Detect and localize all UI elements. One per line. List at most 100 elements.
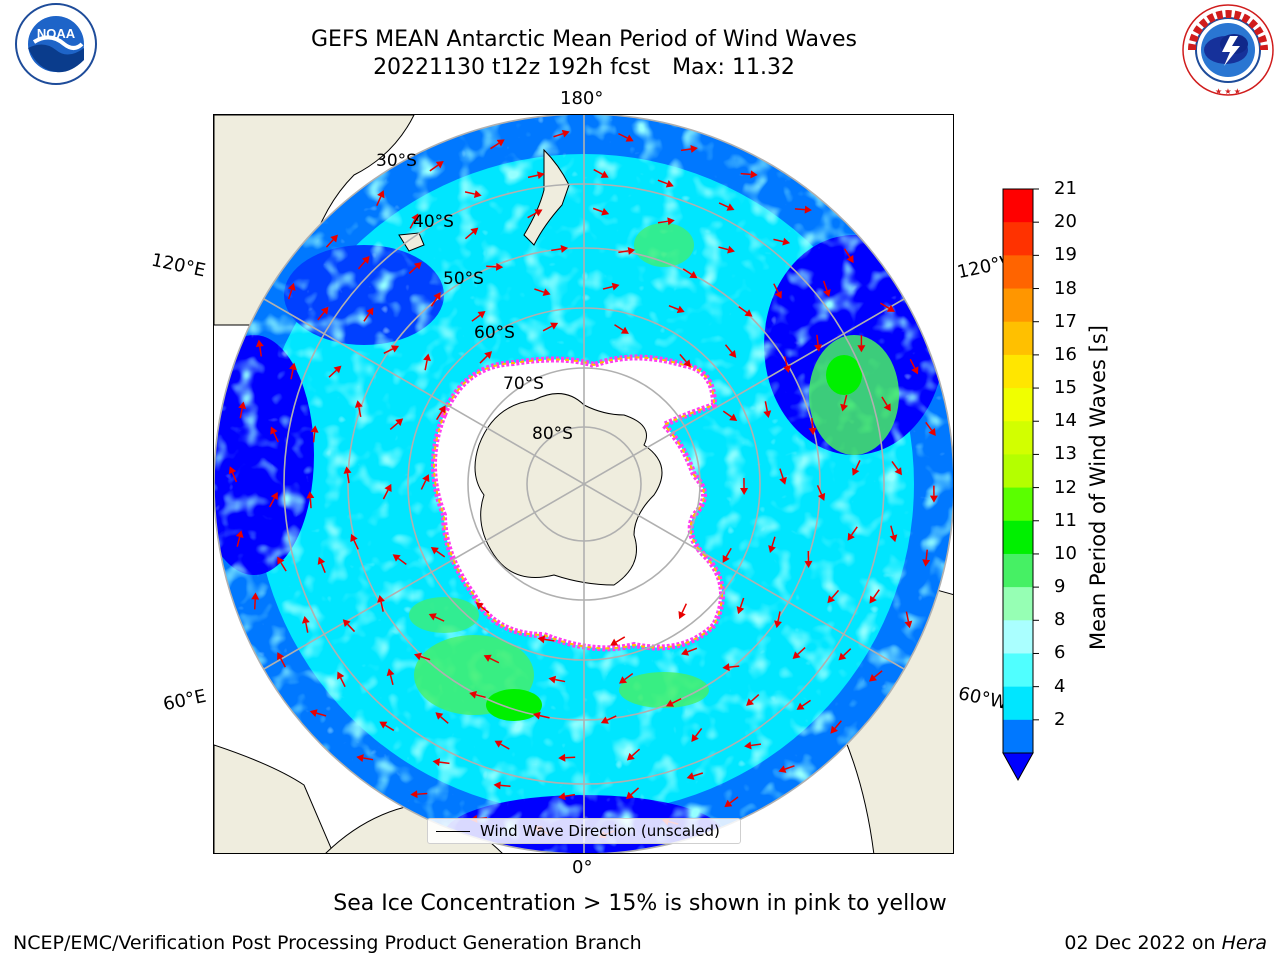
wave-direction-arrow (783, 356, 791, 373)
wave-direction-arrow (386, 668, 395, 686)
colorbar-band (1003, 189, 1033, 223)
wave-direction-arrow (929, 485, 938, 503)
lat-label-60s: 60°S (474, 323, 515, 343)
colorbar-band (1003, 653, 1033, 688)
colorbar-under-arrow (1002, 752, 1034, 782)
colorbar-tick-label: 12 (1054, 476, 1077, 498)
wave-direction-arrow (551, 244, 569, 253)
wave-direction-arrow (309, 709, 327, 717)
wave-direction-arrow (602, 282, 620, 291)
wave-direction-arrow (738, 306, 753, 317)
map-subtitle: 20221130 t12z 192h fcst Max: 11.32 (0, 55, 1168, 81)
antarctica (431, 354, 725, 652)
colorbar-band (1003, 587, 1033, 621)
colorbar (1002, 188, 1039, 782)
wave-direction-arrow (680, 144, 698, 153)
colorbar-band (1003, 255, 1033, 290)
wave-direction-arrow (251, 592, 260, 610)
wave-direction-arrow (816, 484, 826, 501)
wave-direction-arrow (909, 358, 919, 375)
wave-direction-arrow (409, 213, 419, 229)
wave-direction-arrow (423, 353, 431, 371)
wave-direction-arrow (889, 525, 898, 543)
wave-direction-arrow (891, 460, 902, 476)
colorbar-band (1003, 454, 1033, 489)
wave-direction-arrow (420, 474, 430, 490)
wave-direction-arrow (328, 365, 342, 378)
wave-direction-arrow (317, 306, 329, 321)
wave-direction-arrow (773, 237, 791, 246)
wave-direction-arrow (269, 491, 278, 508)
wave-direction-arrow (779, 468, 787, 485)
wave-direction-arrow (432, 758, 450, 767)
wave-direction-arrow (665, 698, 682, 707)
wave-direction-arrow (593, 168, 609, 178)
colorbar-band (1003, 388, 1033, 422)
wave-direction-arrow (724, 344, 737, 358)
wave-direction-arrow (746, 694, 760, 706)
wave-direction-arrow (325, 234, 338, 248)
wave-direction-arrow (814, 334, 823, 352)
wave-direction-arrow (773, 283, 782, 299)
wave-direction-arrow (657, 179, 674, 188)
wave-direction-arrow (356, 754, 374, 762)
wave-direction-arrow (558, 792, 576, 801)
colorbar-tick-label: 8 (1054, 609, 1066, 631)
colorbar-tick-label: 21 (1054, 178, 1077, 199)
noaa-logo: NOAA (15, 3, 97, 85)
colorbar-tick-label: 13 (1054, 443, 1077, 465)
legend-line-sample (436, 830, 470, 832)
lon-label-60e: 60°E (161, 685, 208, 716)
colorbar-band (1003, 686, 1033, 721)
wave-direction-arrow (682, 268, 698, 279)
wave-direction-arrow (337, 671, 346, 688)
wave-direction-arrow (435, 712, 449, 724)
wave-direction-arrow (363, 307, 374, 322)
lat-label-40s: 40°S (413, 212, 454, 232)
wave-direction-arrow (413, 652, 431, 661)
wave-direction-arrow (350, 533, 359, 550)
wave-direction-arrow (429, 161, 444, 172)
wave-direction-arrow (879, 302, 895, 312)
wave-direction-arrow (553, 129, 570, 138)
wave-direction-arrow (392, 554, 407, 565)
colorbar-band (1003, 487, 1033, 522)
wave-direction-arrow (843, 248, 854, 264)
wave-direction-arrow (668, 304, 685, 314)
wave-direction-arrow (744, 741, 762, 750)
wave-direction-arrow (847, 526, 858, 541)
wave-direction-arrow (277, 652, 286, 668)
lat-label-50s: 50°S (443, 269, 484, 289)
footer-branch: NCEP/EMC/Verification Post Processing Pr… (13, 932, 642, 954)
wave-direction-arrow (691, 727, 703, 742)
legend-label: Wind Wave Direction (unscaled) (480, 822, 720, 840)
wave-direction-arrow (592, 207, 610, 216)
wave-direction-arrow (852, 460, 861, 476)
wave-direction-arrow (494, 740, 510, 750)
wave-direction-arrow (619, 672, 634, 684)
lat-label-70s: 70°S (503, 374, 544, 394)
nws-stars: ★ ★ ★ (1215, 87, 1241, 96)
wave-direction-arrow (925, 421, 936, 436)
wave-direction-arrow (475, 602, 490, 614)
colorbar-band (1003, 620, 1033, 654)
wave-direction-arrow (548, 675, 566, 684)
wave-direction-arrow (610, 636, 626, 646)
footer-date-text: 02 Dec 2022 on (1064, 932, 1216, 954)
colorbar-label: Mean Period of Wind Waves [s] (1086, 325, 1110, 650)
wave-direction-arrow (740, 170, 758, 179)
wave-direction-arrow (722, 663, 740, 672)
nws-logo: ★ ★ ★ (1182, 4, 1274, 96)
colorbar-tick-label: 16 (1054, 343, 1077, 365)
wave-direction-arrow (428, 613, 445, 622)
wave-direction-arrow (618, 246, 636, 255)
wave-direction-arrow (681, 647, 698, 656)
wave-direction-arrow (724, 796, 739, 808)
footer-date: 02 Dec 2022 on Hera (1064, 932, 1267, 954)
wave-direction-arrow (270, 426, 279, 443)
map-panel (213, 114, 954, 854)
colorbar-band (1003, 288, 1033, 323)
colorbar-tick-label: 14 (1054, 410, 1077, 432)
wave-direction-arrow (600, 715, 617, 724)
wave-direction-arrow (827, 589, 840, 604)
